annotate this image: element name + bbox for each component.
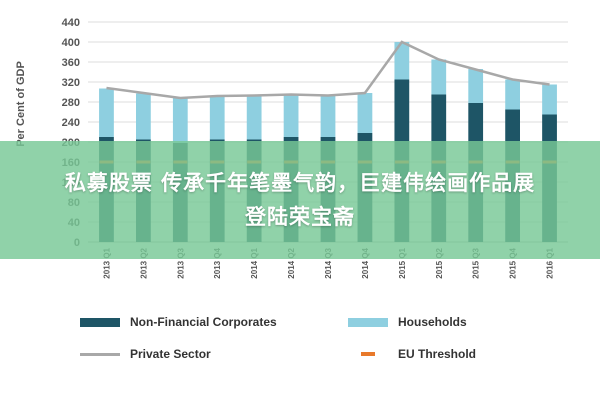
bar-households (136, 93, 151, 140)
bar-households (99, 88, 114, 137)
banner-subline: 登陆荣宝斋 (245, 205, 355, 229)
y-tick-label: 360 (62, 57, 80, 69)
legend-swatch-private-sector (80, 352, 120, 356)
y-tick-label: 400 (62, 37, 80, 49)
x-tick-label: 2014 Q4 (361, 247, 370, 278)
x-tick-label: 2015 Q3 (472, 247, 481, 278)
bar-households (357, 93, 373, 133)
legend-label-households: Households (398, 315, 467, 329)
bar-households (246, 95, 262, 140)
x-tick-label: 2013 Q3 (176, 247, 185, 278)
y-tick-label: 280 (62, 97, 80, 109)
x-tick-label: 2013 Q2 (139, 247, 148, 278)
legend-item-non-financial-corporates: Non-Financial Corporates (80, 312, 277, 332)
legend-item-households: Households (348, 312, 467, 332)
y-tick-label: 240 (62, 117, 80, 129)
x-tick-label: 2014 Q1 (250, 247, 259, 278)
x-tick-label: 2014 Q2 (287, 247, 296, 278)
bar-households (394, 42, 410, 80)
x-tick-label: 2016 Q1 (546, 247, 555, 278)
legend-label-non-financial-corporates: Non-Financial Corporates (130, 315, 277, 329)
legend-label-eu-threshold: EU Threshold (398, 347, 477, 361)
x-tick-label: 2013 Q4 (213, 247, 222, 278)
bar-households (505, 79, 520, 110)
overlay-banner: 私募股票 传承千年笔墨气韵，巨建伟绘画作品展 登陆荣宝斋 (0, 141, 600, 259)
bar-households (209, 95, 225, 140)
bar-households (431, 59, 447, 95)
x-tick-label: 2015 Q1 (398, 247, 407, 278)
y-tick-label: 320 (62, 77, 80, 89)
bar-households (468, 69, 484, 103)
y-tick-label: 440 (62, 17, 80, 29)
legend-swatch-eu-threshold (348, 352, 388, 356)
bar-households (283, 94, 299, 137)
legend: Non-Financial Corporates Households Priv… (80, 308, 560, 368)
legend-swatch-non-financial-corporates (80, 317, 120, 327)
legend-label-private-sector: Private Sector (130, 347, 211, 361)
x-tick-label: 2014 Q3 (324, 247, 333, 278)
x-tick-label: 2015 Q4 (509, 247, 518, 278)
y-axis-label: Per Cent of GDP (15, 61, 27, 147)
legend-swatch-households (348, 317, 388, 327)
x-tick-label: 2013 Q1 (102, 247, 111, 278)
x-tick-label: 2015 Q2 (435, 247, 444, 278)
bar-households (320, 95, 336, 137)
bar-households (542, 84, 557, 115)
x-axis: 2013 Q1 2013 Q2 2013 Q3 2013 Q4 2014 Q1 2014 … (102, 247, 554, 278)
legend-item-eu-threshold: EU Threshold (348, 344, 476, 364)
legend-item-private-sector: Private Sector (80, 344, 211, 364)
line-private-sector (106, 40, 550, 100)
banner-headline: 私募股票 传承千年笔墨气韵，巨建伟绘画作品展 (64, 171, 536, 195)
bar-households (172, 98, 188, 143)
